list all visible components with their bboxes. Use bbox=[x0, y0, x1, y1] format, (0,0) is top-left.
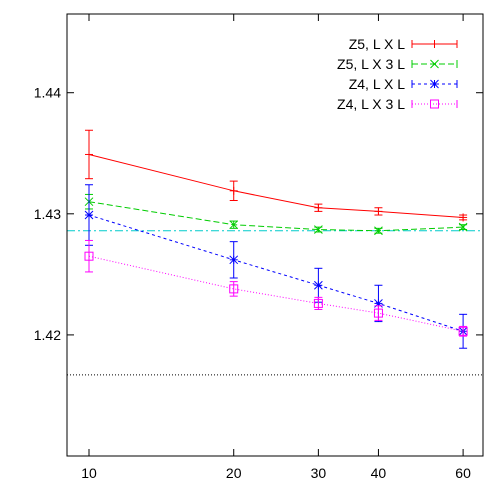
legend-entry-1: Z5, L X L bbox=[349, 36, 458, 52]
axis-ticks: 1.42 1.43 1.44 10 20 30 40 60 bbox=[34, 14, 483, 481]
data-point bbox=[458, 326, 468, 336]
data-point bbox=[314, 203, 323, 212]
series-3 bbox=[84, 184, 468, 349]
legend: Z5, L X L Z5, L X 3 L Z4, L X L Z4, L X 3 L bbox=[337, 36, 458, 112]
x-tick-label: 30 bbox=[311, 465, 327, 481]
y-tick-label: 1.44 bbox=[34, 85, 61, 101]
y-tick-label: 1.43 bbox=[34, 206, 61, 222]
series-line bbox=[88, 153, 464, 218]
y-tick-label: 1.42 bbox=[34, 327, 61, 343]
series-line bbox=[88, 255, 464, 332]
series-2 bbox=[84, 193, 468, 236]
x-tick-label: 40 bbox=[371, 465, 387, 481]
data-point bbox=[313, 298, 323, 308]
legend-label: Z4, L X L bbox=[349, 76, 406, 92]
data-point bbox=[314, 225, 323, 234]
series-line bbox=[88, 201, 464, 232]
data-point bbox=[84, 210, 94, 220]
data-point bbox=[373, 308, 383, 318]
legend-entry-3: Z4, L X L bbox=[349, 76, 458, 92]
x-tick-label: 10 bbox=[81, 465, 97, 481]
data-point bbox=[459, 213, 468, 222]
data-point bbox=[314, 280, 323, 290]
series-line bbox=[88, 214, 464, 332]
x-tick-label: 20 bbox=[226, 465, 242, 481]
x-tick-label: 60 bbox=[455, 465, 471, 481]
legend-label: Z5, L X 3 L bbox=[337, 56, 405, 72]
series-layer bbox=[84, 129, 468, 349]
data-point bbox=[374, 207, 383, 216]
legend-marker bbox=[430, 79, 439, 89]
data-point bbox=[229, 255, 239, 265]
data-point bbox=[84, 251, 94, 261]
legend-entry-4: Z4, L X 3 L bbox=[337, 96, 458, 112]
data-point bbox=[229, 220, 239, 230]
legend-entry-2: Z5, L X 3 L bbox=[337, 56, 458, 72]
legend-marker bbox=[430, 99, 439, 109]
series-4 bbox=[84, 239, 468, 337]
plot-frame bbox=[66, 13, 484, 457]
data-point bbox=[229, 284, 239, 294]
legend-marker bbox=[430, 59, 439, 69]
series-1 bbox=[84, 129, 468, 222]
legend-label: Z4, L X 3 L bbox=[337, 96, 405, 112]
data-point bbox=[229, 186, 238, 195]
reference-lines bbox=[67, 230, 483, 376]
data-point bbox=[84, 150, 93, 159]
data-point bbox=[374, 226, 383, 236]
legend-label: Z5, L X L bbox=[349, 36, 406, 52]
data-point bbox=[458, 222, 468, 232]
legend-marker bbox=[430, 40, 439, 48]
